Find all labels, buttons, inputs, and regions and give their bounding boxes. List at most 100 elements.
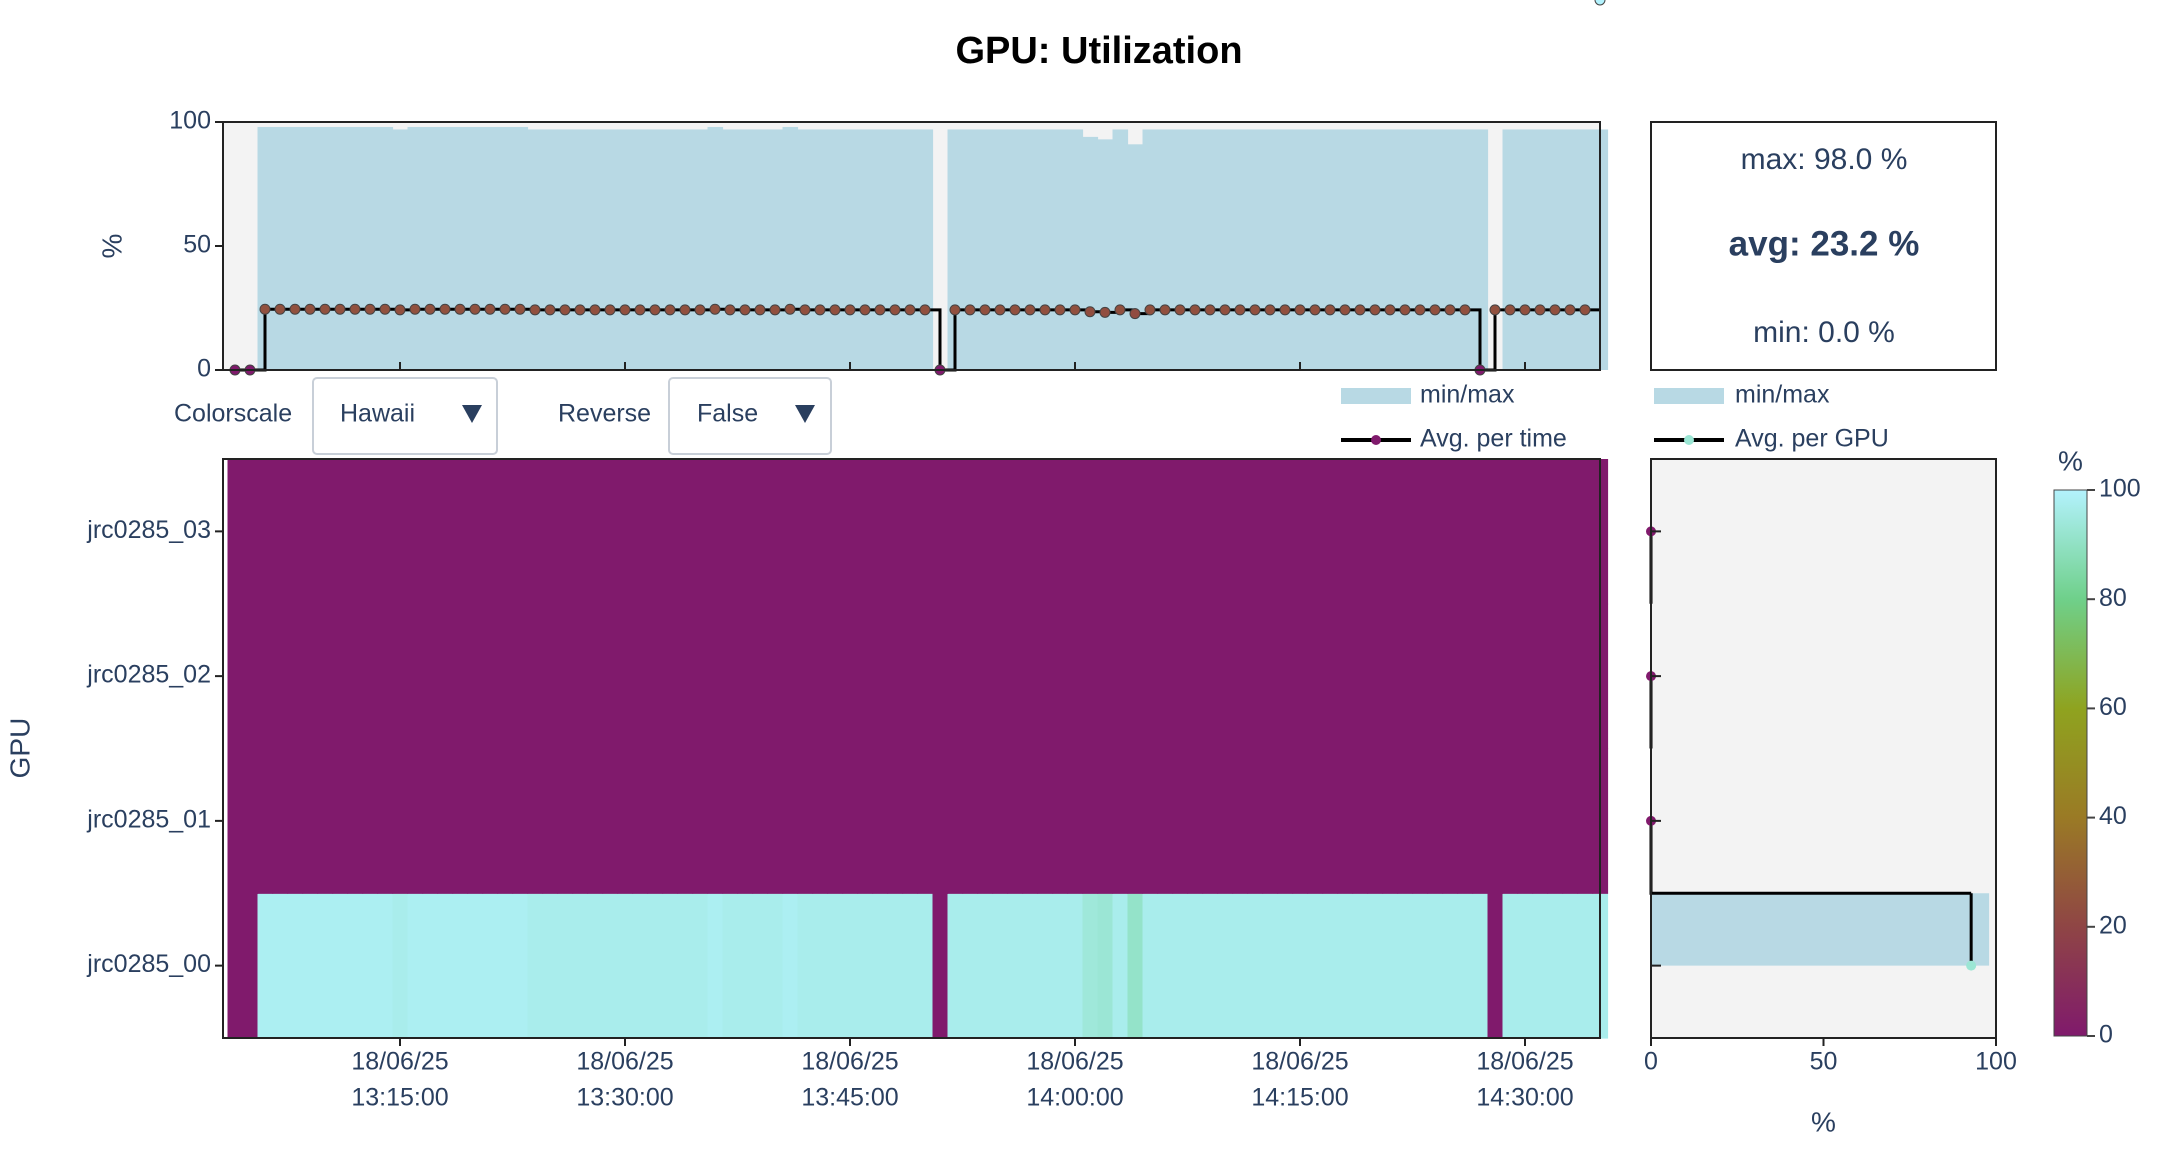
avg-point bbox=[1579, 304, 1591, 316]
heatmap-cell bbox=[1112, 603, 1129, 750]
legend-label: min/max bbox=[1735, 381, 1830, 409]
heatmap-cell bbox=[227, 748, 244, 894]
range-bar bbox=[392, 129, 409, 370]
heatmap-cell bbox=[737, 748, 754, 894]
control-label: Reverse bbox=[558, 400, 651, 428]
heatmap-cell bbox=[1562, 459, 1579, 605]
x-tick-label: 18/06/25 bbox=[1476, 1048, 1573, 1076]
heatmap-cell bbox=[842, 748, 859, 894]
heatmap-cell bbox=[1232, 459, 1249, 605]
range-bar bbox=[707, 126, 724, 371]
avg-point bbox=[1429, 304, 1441, 316]
heatmap-cell bbox=[1397, 893, 1414, 1039]
range-bar bbox=[962, 129, 979, 370]
range-bar bbox=[752, 129, 769, 370]
heatmap-cell bbox=[722, 748, 739, 894]
heatmap-cell bbox=[872, 603, 889, 750]
legend-label: Avg. per GPU bbox=[1735, 425, 1889, 453]
heatmap-cell bbox=[1532, 893, 1549, 1039]
avg-point bbox=[904, 304, 916, 316]
heatmap-cell bbox=[1367, 893, 1384, 1039]
heatmap-cell bbox=[347, 748, 364, 894]
avg-point bbox=[439, 303, 451, 315]
avg-point bbox=[394, 304, 406, 316]
dropdown-box[interactable] bbox=[668, 377, 832, 455]
dropdown-box[interactable] bbox=[312, 377, 498, 455]
range-bar bbox=[722, 129, 739, 370]
avg-point bbox=[1084, 306, 1096, 318]
heatmap-cell bbox=[1562, 893, 1579, 1039]
dropdown-arrow[interactable] bbox=[462, 405, 482, 423]
heatmap-cell bbox=[512, 893, 529, 1039]
y-tick-label: jrc0285_00 bbox=[86, 950, 211, 978]
avg-point bbox=[1564, 304, 1576, 316]
heatmap-cell bbox=[887, 893, 904, 1039]
heatmap-cell bbox=[752, 748, 769, 894]
heatmap-cell bbox=[437, 893, 454, 1039]
heatmap-cell bbox=[437, 459, 454, 605]
heatmap-cell bbox=[722, 893, 739, 1039]
avg-point bbox=[499, 303, 511, 315]
heatmap-cell bbox=[347, 459, 364, 605]
heatmap-cell bbox=[1472, 459, 1489, 605]
heatmap-cell bbox=[872, 893, 889, 1039]
heatmap-cell bbox=[1277, 748, 1294, 894]
heatmap-cell bbox=[527, 893, 544, 1039]
heatmap-cell bbox=[1172, 603, 1189, 750]
heatmap-cell bbox=[902, 893, 919, 1039]
heatmap-cell bbox=[827, 603, 844, 750]
dropdown[interactable]: Hawaii bbox=[312, 377, 498, 455]
dropdown-arrow[interactable] bbox=[795, 405, 815, 423]
heatmap-cell bbox=[1487, 748, 1504, 894]
heatmap-cell bbox=[827, 893, 844, 1039]
heatmap-cell bbox=[1202, 893, 1219, 1039]
avg-point bbox=[874, 304, 886, 316]
heatmap-cell bbox=[602, 603, 619, 750]
range-bar bbox=[887, 129, 904, 370]
range-bar bbox=[587, 129, 604, 370]
range-bar bbox=[1502, 129, 1519, 370]
heatmap-cell bbox=[977, 459, 994, 605]
range-bar bbox=[287, 126, 304, 371]
heatmap-cell bbox=[1037, 459, 1054, 605]
heatmap-cell bbox=[542, 748, 559, 894]
heatmap-cell bbox=[767, 748, 784, 894]
dropdown-value[interactable]: Hawaii bbox=[340, 400, 415, 428]
range-bar bbox=[1382, 129, 1399, 370]
avg-point bbox=[1444, 304, 1456, 316]
heatmap-cell bbox=[1367, 748, 1384, 894]
heatmap-cell bbox=[317, 748, 334, 894]
heatmap-cell bbox=[1217, 603, 1234, 750]
heatmap-cell bbox=[1562, 603, 1579, 750]
avg-point bbox=[1966, 960, 1977, 971]
heatmap-cell bbox=[1577, 459, 1594, 605]
avg-point bbox=[274, 303, 286, 315]
heatmap-cell bbox=[257, 893, 274, 1039]
heatmap-cell bbox=[1307, 603, 1324, 750]
range-bar bbox=[1517, 129, 1534, 370]
heatmap-cell bbox=[437, 603, 454, 750]
dropdown-value[interactable]: False bbox=[697, 400, 758, 428]
heatmap-cell bbox=[1472, 603, 1489, 750]
heatmap-cell bbox=[1082, 459, 1099, 605]
avg-point bbox=[349, 303, 361, 315]
heatmap-cell bbox=[332, 459, 349, 605]
heatmap-cell bbox=[1277, 459, 1294, 605]
range-bar bbox=[617, 129, 634, 370]
heatmap-cell bbox=[437, 748, 454, 894]
range-bar bbox=[647, 129, 664, 370]
heatmap-cell bbox=[932, 748, 949, 894]
avg-point bbox=[859, 304, 871, 316]
dropdown[interactable]: False bbox=[668, 377, 832, 455]
heatmap-cell bbox=[1202, 748, 1219, 894]
stats-box bbox=[1650, 121, 1997, 371]
range-bar bbox=[1577, 129, 1594, 370]
avg-point bbox=[754, 304, 766, 316]
range-bar bbox=[782, 126, 799, 371]
heatmap-cell bbox=[662, 459, 679, 605]
heatmap-cell bbox=[1532, 603, 1549, 750]
heatmap-cell bbox=[497, 748, 514, 894]
heatmap-cell bbox=[992, 459, 1009, 605]
heatmap-cell bbox=[662, 748, 679, 894]
